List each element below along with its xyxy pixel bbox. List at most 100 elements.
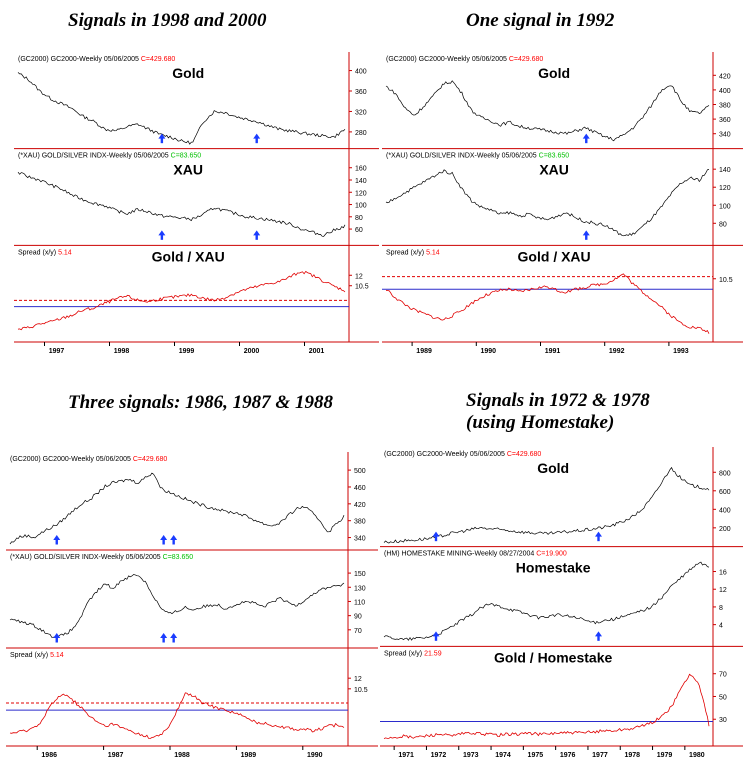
panel-header-br-1: (HM) HOMESTAKE MINING-Weekly 08/27/2004 … [384,551,567,558]
x-tick-label-br-8: 1979 [657,752,673,759]
chart-svg-br: (GC2000) GC2000-Weekly 05/06/2005 C=429.… [380,447,743,759]
y-tick-label-tr-1-0: 140 [719,167,731,174]
y-tick-label-bl-1-4: 70 [354,628,362,635]
signal-arrow-icon-tr-1-0 [582,230,590,240]
x-tick-label-br-6: 1977 [592,752,608,759]
y-tick-label-tr-0-0: 420 [719,73,731,80]
series-line-tl-2 [17,270,346,331]
y-tick-label-br-0-1: 600 [719,489,731,496]
y-tick-label-tl-1-3: 100 [355,203,367,210]
x-tick-label-bl-2: 1988 [174,752,190,759]
y-tick-label-tr-1-1: 120 [719,185,731,192]
panel-header-value-tl-1: C=83.650 [171,153,202,160]
y-tick-label-bl-1-0: 150 [354,571,366,578]
x-tick-label-br-1: 1972 [431,752,447,759]
y-tick-label-bl-1-3: 90 [354,614,362,621]
x-tick-label-tl-3: 2000 [244,348,260,355]
y-tick-label-br-0-3: 200 [719,526,731,533]
y-tick-label-tl-0-3: 280 [355,130,367,137]
y-tick-label-tl-1-4: 80 [355,215,363,222]
y-tick-label-tl-1-2: 120 [355,190,367,197]
panel-label-br-2: Gold / Homestake [494,649,612,665]
panel-header-bl-0: (GC2000) GC2000-Weekly 05/06/2005 C=429.… [10,456,167,463]
y-tick-label-bl-2-0: 12 [354,676,362,683]
chart-svg-tr: (GC2000) GC2000-Weekly 05/06/2005 C=429.… [382,52,743,355]
y-tick-label-tl-2-0: 12 [355,273,363,280]
y-tick-label-tl-0-1: 360 [355,89,367,96]
x-tick-label-tr-3: 1992 [609,348,625,355]
y-tick-label-bl-0-4: 340 [354,536,366,543]
y-tick-label-bl-1-1: 130 [354,585,366,592]
x-tick-label-bl-4: 1990 [307,752,323,759]
y-tick-label-bl-0-0: 500 [354,468,366,475]
chart-top-right: (GC2000) GC2000-Weekly 05/06/2005 C=429.… [382,52,743,356]
series-line-tr-0 [385,80,710,142]
x-tick-label-tl-4: 2001 [309,348,325,355]
x-tick-label-br-7: 1978 [624,752,640,759]
y-tick-label-bl-2-1: 10.5 [354,687,368,694]
panel-header-value-tl-2: 5.14 [58,249,72,256]
title-bottom-left: Three signals: 1986, 1987 & 1988 [68,392,333,413]
x-tick-label-br-0: 1971 [398,752,414,759]
x-tick-label-br-9: 1980 [689,752,705,759]
y-tick-label-tl-2-1: 10.5 [355,284,369,291]
signal-arrow-icon-br-0-0 [432,531,440,542]
y-tick-label-bl-1-2: 110 [354,599,365,606]
panel-header-tl-0: (GC2000) GC2000-Weekly 05/06/2005 C=429.… [18,56,175,63]
series-line-bl-1 [9,574,345,639]
x-tick-label-br-5: 1976 [560,752,576,759]
y-tick-label-tr-2-0: 10.5 [719,277,733,284]
y-tick-label-br-0-0: 800 [719,470,731,477]
y-tick-label-br-0-2: 400 [719,507,731,514]
panel-header-value-br-0: C=429.680 [507,451,542,458]
signal-arrow-icon-bl-1-0 [53,633,61,643]
panel-label-tl-1: XAU [173,162,203,178]
x-tick-label-tl-2: 1999 [179,348,195,355]
series-line-br-0 [383,466,710,544]
x-tick-label-bl-3: 1989 [241,752,257,759]
y-tick-label-tr-0-2: 380 [719,103,731,110]
x-tick-label-tl-1: 1998 [114,348,130,355]
y-tick-label-bl-0-1: 460 [354,485,366,492]
y-tick-label-tr-0-4: 340 [719,132,731,139]
panel-label-tr-2: Gold / XAU [518,248,591,264]
x-tick-label-bl-0: 1986 [41,752,57,759]
series-line-bl-2 [9,692,345,739]
panel-header-tr-2: Spread (x/y) 5.14 [386,249,440,256]
y-tick-label-br-1-1: 12 [719,587,727,594]
panel-header-value-bl-1: C=83.650 [163,554,194,561]
panel-label-br-1: Homestake [516,560,591,576]
y-tick-label-tl-1-0: 160 [355,166,367,173]
chart-bottom-right: (GC2000) GC2000-Weekly 05/06/2005 C=429.… [380,447,743,760]
y-tick-label-tl-1-5: 60 [355,227,363,234]
panel-header-value-br-1: C=19.900 [536,551,567,558]
panel-header-tr-0: (GC2000) GC2000-Weekly 05/06/2005 C=429.… [386,56,543,63]
y-tick-label-tr-0-1: 400 [719,88,731,95]
y-tick-label-br-2-1: 50 [719,694,727,701]
series-line-tr-1 [385,169,710,237]
y-tick-label-br-2-2: 30 [719,717,727,724]
panel-header-value-bl-0: C=429.680 [133,456,168,463]
y-tick-label-tl-1-1: 140 [355,178,367,185]
panel-header-tl-2: Spread (x/y) 5.14 [18,249,72,256]
panel-header-value-tr-0: C=429.680 [509,56,544,63]
y-tick-label-tl-0-2: 320 [355,109,367,116]
series-line-br-2 [383,673,710,739]
x-tick-label-tr-0: 1989 [416,348,432,355]
signal-arrow-icon-br-1-0 [432,631,440,641]
signal-arrow-icon-tl-1-1 [253,230,261,240]
y-tick-label-tr-1-2: 100 [719,203,731,210]
series-line-tl-1 [17,171,346,237]
signal-arrow-icon-br-1-1 [595,631,602,641]
panel-header-br-2: Spread (x/y) 21.59 [384,650,442,657]
x-tick-label-tr-1: 1990 [481,348,497,355]
signal-arrow-icon-bl-0-0 [53,535,61,545]
y-tick-label-br-1-0: 16 [719,570,727,577]
series-line-tr-2 [385,273,710,334]
panel-header-value-bl-2: 5.14 [50,652,64,659]
y-tick-label-bl-0-2: 420 [354,502,366,509]
y-tick-label-br-2-0: 70 [719,672,727,679]
panel-header-tr-1: (*XAU) GOLD/SILVER INDX-Weekly 05/06/200… [386,153,569,160]
signal-arrow-icon-tl-1-0 [158,230,166,240]
title-top-right: One signal in 1992 [466,10,615,31]
